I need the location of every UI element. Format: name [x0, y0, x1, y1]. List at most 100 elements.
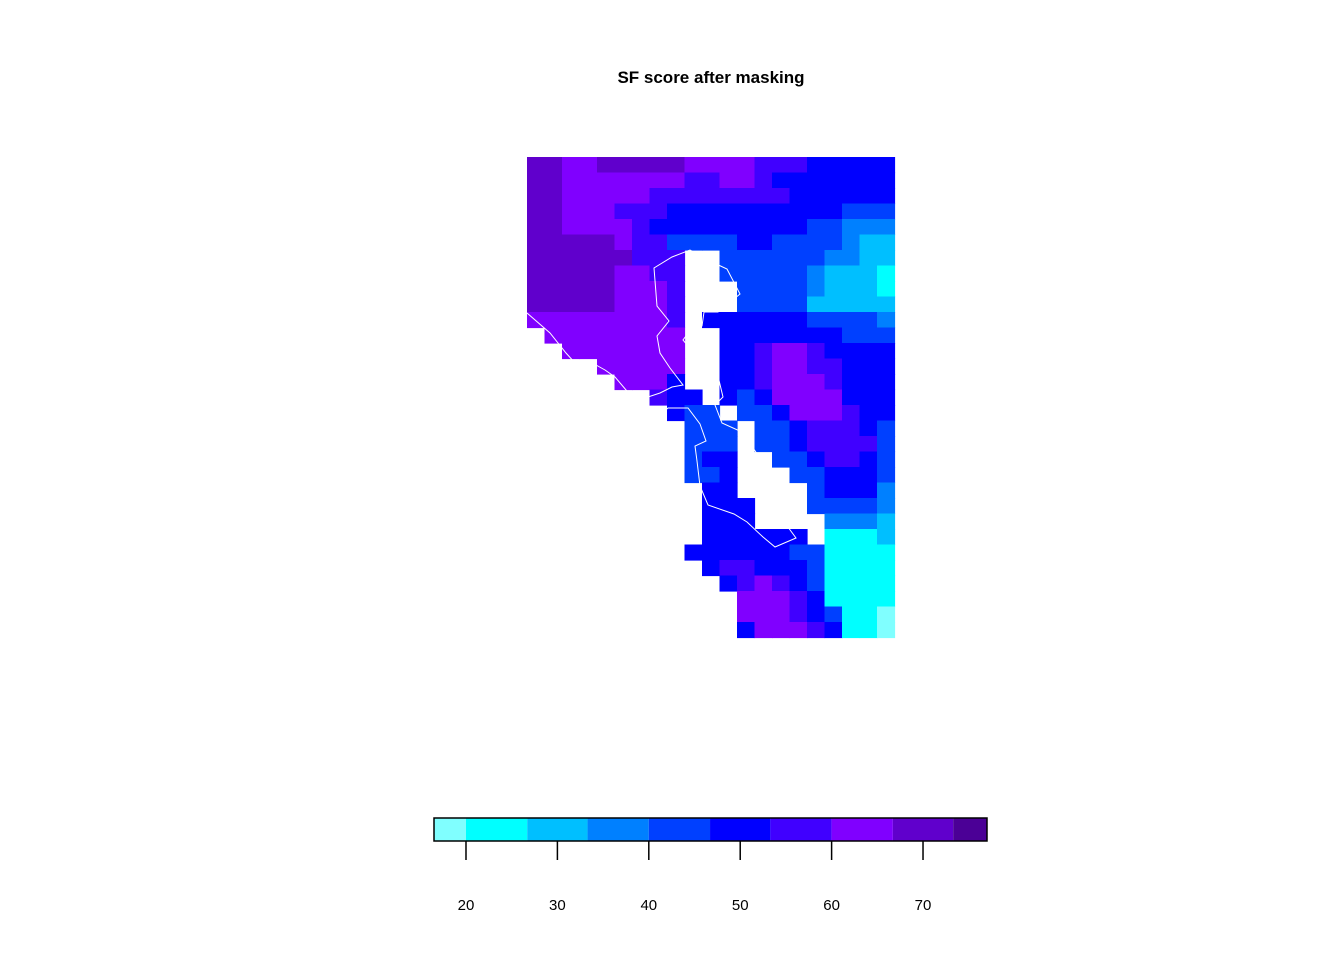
heatmap-cell: [789, 157, 808, 174]
heatmap-cell: [527, 296, 546, 313]
heatmap-cell: [632, 343, 651, 360]
heatmap-cell: [859, 529, 878, 546]
heatmap-cell: [527, 265, 546, 282]
heatmap-cell: [789, 281, 808, 298]
heatmap-cell: [544, 281, 563, 298]
heatmap-cell: [579, 250, 598, 267]
heatmap-cell: [597, 312, 616, 329]
heatmap-cell: [824, 172, 843, 189]
heatmap-cell: [649, 203, 668, 220]
heatmap-cell: [544, 188, 563, 205]
heatmap-cell: [632, 188, 651, 205]
heatmap-cell: [527, 188, 546, 205]
legend-tick-label: 70: [915, 897, 932, 914]
heatmap-cell: [684, 389, 703, 406]
heatmap-cell: [877, 405, 896, 422]
heatmap-cell: [632, 327, 651, 344]
heatmap-cell: [859, 436, 878, 453]
heatmap-cell: [754, 234, 773, 251]
heatmap-cell: [859, 544, 878, 561]
heatmap-cell: [737, 498, 756, 515]
legend-tick-label: 20: [458, 897, 475, 914]
heatmap-cell: [737, 157, 756, 174]
heatmap-cell: [614, 250, 633, 267]
heatmap-cell: [719, 203, 738, 220]
heatmap-cell: [877, 560, 896, 577]
heatmap-cell: [579, 203, 598, 220]
heatmap-cell: [789, 451, 808, 468]
heatmap-cell: [842, 513, 861, 530]
heatmap-cell: [772, 265, 791, 282]
heatmap-cell: [649, 172, 668, 189]
heatmap-cell: [877, 188, 896, 205]
heatmap-cell: [562, 234, 581, 251]
heatmap-cell: [702, 436, 721, 453]
heatmap-cell: [859, 420, 878, 437]
heatmap-cell: [649, 188, 668, 205]
heatmap-cell: [597, 234, 616, 251]
heatmap-cell: [859, 498, 878, 515]
heatmap-cell: [842, 234, 861, 251]
heatmap-cell: [772, 436, 791, 453]
heatmap-cell: [632, 358, 651, 375]
heatmap-cell: [772, 560, 791, 577]
heatmap-cell: [807, 389, 826, 406]
heatmap-cell: [877, 312, 896, 329]
heatmap-cell: [667, 405, 686, 422]
heatmap-cell: [877, 172, 896, 189]
heatmap-cell: [842, 405, 861, 422]
heatmap-cell: [597, 250, 616, 267]
heatmap-cell: [614, 312, 633, 329]
heatmap-cell: [807, 172, 826, 189]
heatmap-cell: [614, 327, 633, 344]
heatmap-cell: [789, 389, 808, 406]
heatmap-cell: [842, 544, 861, 561]
heatmap-cell: [719, 234, 738, 251]
heatmap-cell: [824, 482, 843, 499]
heatmap-cell: [789, 420, 808, 437]
heatmap-cell: [667, 343, 686, 360]
legend-bin: [465, 818, 528, 841]
heatmap-cell: [877, 343, 896, 360]
heatmap-cell: [632, 234, 651, 251]
heatmap-cell: [754, 575, 773, 592]
heatmap-cell: [789, 250, 808, 267]
heatmap-cell: [824, 188, 843, 205]
heatmap-cell: [772, 188, 791, 205]
heatmap-cell: [719, 560, 738, 577]
heatmap-cell: [632, 250, 651, 267]
heatmap-cell: [807, 560, 826, 577]
heatmap-cell: [544, 265, 563, 282]
heatmap-cell: [859, 250, 878, 267]
heatmap-cell: [842, 436, 861, 453]
heatmap-cell: [877, 203, 896, 220]
heatmap-cell: [579, 343, 598, 360]
heatmap-cell: [562, 312, 581, 329]
heatmap-cell: [877, 281, 896, 298]
heatmap-cell: [807, 296, 826, 313]
heatmap-cell: [562, 157, 581, 174]
heatmap-cell: [579, 219, 598, 236]
heatmap-cell: [597, 296, 616, 313]
heatmap-cell: [544, 157, 563, 174]
heatmap-cell: [877, 265, 896, 282]
heatmap-cell: [842, 312, 861, 329]
heatmap-cell: [842, 265, 861, 282]
heatmap-cell: [877, 296, 896, 313]
legend-bin: [770, 818, 832, 841]
heatmap-cell: [754, 188, 773, 205]
heatmap-cell: [842, 529, 861, 546]
heatmap-cell: [737, 591, 756, 608]
heatmap-cell: [807, 622, 826, 639]
heatmap-cell: [719, 451, 738, 468]
heatmap-cell: [562, 219, 581, 236]
heatmap-cell: [737, 172, 756, 189]
legend-bin: [527, 818, 588, 841]
heatmap-cell: [824, 529, 843, 546]
heatmap-cell: [527, 250, 546, 267]
heatmap-cell: [824, 358, 843, 375]
heatmap-cell: [597, 203, 616, 220]
legend-bin: [648, 818, 711, 841]
heatmap-cell: [719, 358, 738, 375]
heatmap-cell: [789, 591, 808, 608]
